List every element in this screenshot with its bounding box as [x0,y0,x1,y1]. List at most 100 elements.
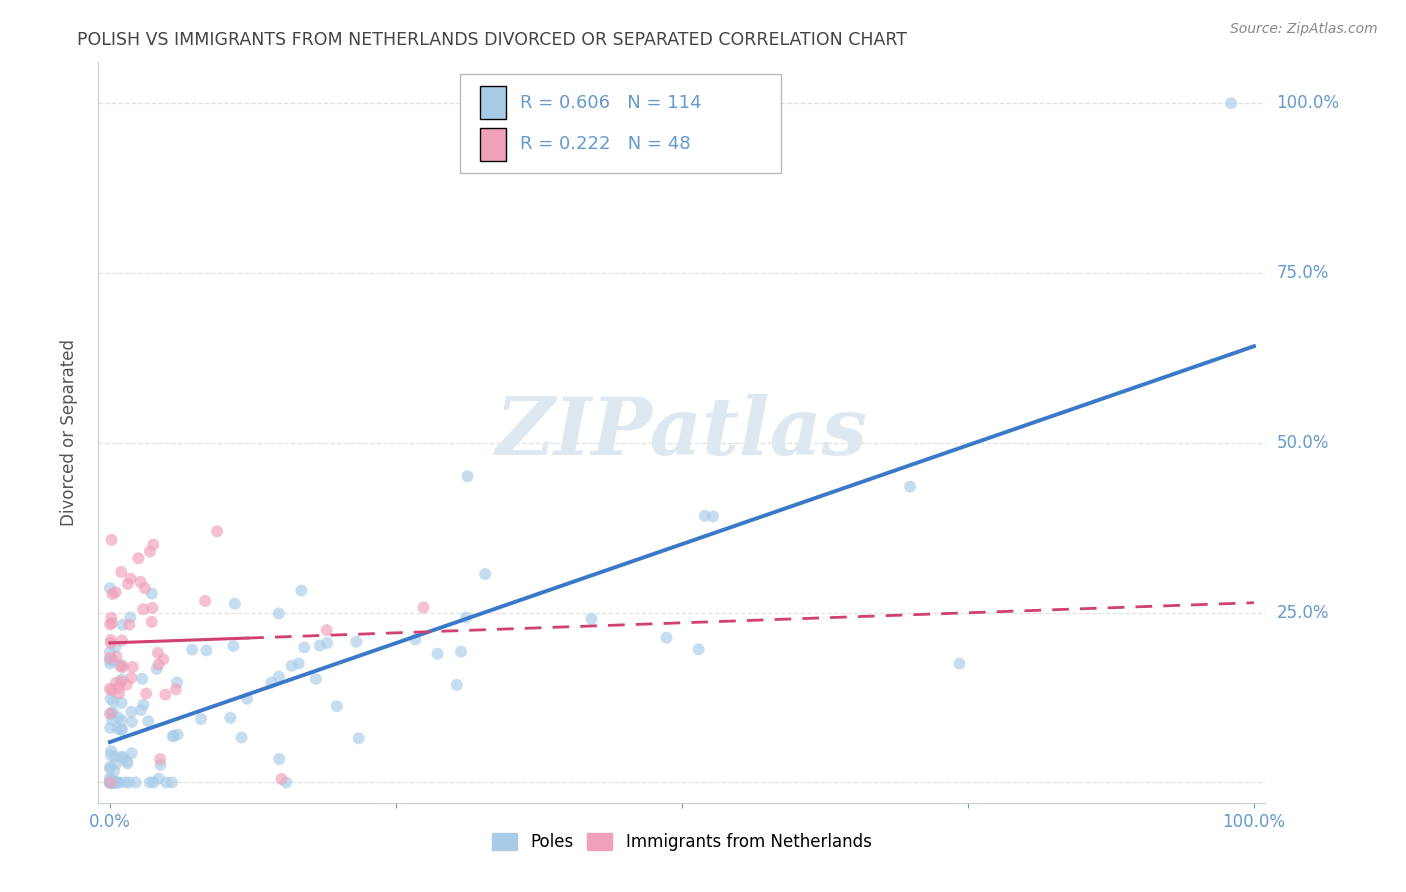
FancyBboxPatch shape [479,87,506,120]
Point [195,643,218,657]
Point [152,652,174,666]
Point [260,675,283,690]
Point [110,696,132,710]
Point [136,714,159,728]
Point [120,705,142,719]
Point [138,775,160,789]
Point [267,607,290,621]
Point [404,632,426,647]
Point [100,706,122,721]
Point [111,660,134,674]
Point [120,671,142,685]
Point [141,586,163,600]
Point [155,688,177,702]
Point [139,544,162,558]
Point [181,642,204,657]
Point [104,756,127,771]
Point [108,775,131,789]
Point [121,714,143,729]
Point [315,623,337,637]
Point [98,721,121,735]
Point [111,714,134,728]
Text: 100.0%: 100.0% [1277,95,1340,112]
Point [98,657,121,671]
Point [98,706,121,721]
Point [693,508,716,523]
Point [412,600,434,615]
Point [98,645,121,659]
Point [111,723,134,737]
Point [148,772,170,786]
Point [280,658,302,673]
Text: 50.0%: 50.0% [1277,434,1329,452]
Point [100,775,122,789]
Point [456,469,478,483]
Point [205,524,228,539]
Point [98,653,121,667]
Point [101,775,124,789]
Point [166,675,188,690]
Point [117,756,139,771]
Point [120,610,142,624]
Point [104,676,127,690]
Point [162,729,184,743]
Point [98,775,121,789]
FancyBboxPatch shape [460,73,782,173]
Point [688,642,710,657]
Point [105,649,128,664]
Point [326,699,349,714]
Point [141,600,163,615]
Point [267,670,290,684]
Point [454,610,477,624]
Point [101,653,124,667]
Point [231,731,253,745]
Point [474,567,496,582]
Point [103,775,125,789]
Point [98,581,121,595]
Point [98,681,121,696]
FancyBboxPatch shape [479,128,506,161]
Point [103,764,125,778]
Point [98,760,121,774]
Point [110,565,132,579]
Point [101,587,124,601]
Point [110,723,132,737]
Point [98,775,121,789]
Point [110,674,132,689]
Point [110,658,132,673]
Point [121,660,143,674]
Point [142,538,165,552]
Point [105,775,128,789]
Point [347,731,370,746]
Point [142,775,165,789]
Point [160,775,183,789]
Point [101,713,124,727]
Point [117,577,139,591]
Point [149,752,172,766]
Point [98,775,121,789]
Point [305,672,328,686]
Point [104,749,127,764]
Text: POLISH VS IMMIGRANTS FROM NETHERLANDS DIVORCED OR SEPARATED CORRELATION CHART: POLISH VS IMMIGRANTS FROM NETHERLANDS DI… [77,31,907,49]
Point [98,772,121,787]
Point [146,646,169,660]
Point [100,744,122,758]
Point [1220,96,1243,111]
Text: 75.0%: 75.0% [1277,264,1329,282]
Point [100,747,122,762]
Point [115,678,138,692]
Point [121,746,143,760]
Point [129,703,152,717]
Text: R = 0.222   N = 48: R = 0.222 N = 48 [520,136,690,153]
Point [104,640,127,654]
Point [100,775,122,789]
Point [100,615,122,630]
Point [103,775,125,789]
Point [269,752,291,766]
Point [118,775,141,789]
Point [655,631,678,645]
Point [149,757,172,772]
Point [166,727,188,741]
Point [98,617,121,632]
Point [222,639,245,653]
